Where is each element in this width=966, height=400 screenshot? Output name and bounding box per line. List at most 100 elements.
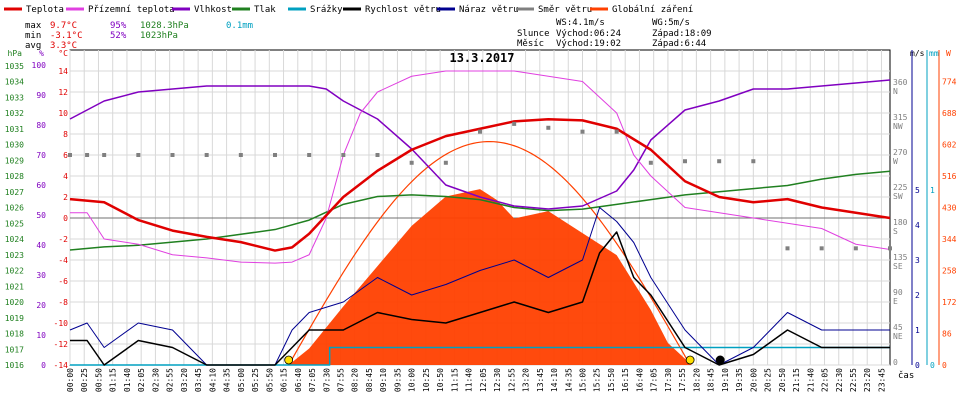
axis-pct-tick: 50	[36, 211, 46, 220]
axis-temp-tick: 8	[63, 130, 68, 139]
axis-dir-tick: 0	[893, 358, 898, 367]
x-tick-label: 20:00	[749, 368, 758, 392]
axis-dir-tick: 90	[893, 288, 903, 297]
axis-pct-tick: 20	[36, 301, 46, 310]
axis-ms-tick: 1	[915, 326, 920, 335]
wind-direction-point	[785, 246, 790, 251]
wind-direction-point	[273, 153, 277, 157]
axis-hpa-tick: 1035	[5, 62, 24, 71]
x-tick-label: 00:25	[80, 368, 89, 392]
info-block: WS:4.1m/s WG:5m/s Slunce Východ:06:24 Zá…	[517, 18, 712, 49]
info-sun-rise: Východ:06:24	[556, 29, 621, 39]
x-tick-label: 10:50	[436, 368, 445, 392]
axis-temp-tick: -2	[58, 235, 68, 244]
axis-temp-tick: -4	[58, 256, 68, 265]
axis-temp-tick: 4	[63, 172, 68, 181]
stats-block: max 9.7°C 95% 1028.3hPa 0.1mm min -3.1°C…	[25, 21, 253, 51]
legend: Teplota Přízemní teplota Vlhkost Tlak Srážky…	[4, 5, 693, 15]
stat-max-hum: 95%	[110, 21, 127, 31]
axis-hpa-title: hPa	[8, 49, 23, 58]
axis-temp-title: °C	[58, 49, 68, 58]
x-tick-label: 04:10	[208, 368, 217, 392]
clear-sky-curve	[288, 140, 689, 366]
axis-hpa-tick: 1030	[5, 141, 24, 150]
wind-direction-point	[375, 153, 380, 157]
x-tick-label: 08:20	[351, 368, 360, 392]
x-tick-label: 12:05	[479, 368, 488, 392]
wind-direction-point	[580, 129, 585, 134]
stat-max-press: 1028.3hPa	[140, 21, 189, 31]
wind-direction-point	[648, 160, 653, 165]
x-tick-label: 08:45	[365, 368, 374, 392]
legend-label: Rychlost větru	[365, 5, 441, 15]
stat-max-temp: 9.7°C	[50, 21, 77, 31]
axis-pct-tick: 60	[36, 181, 46, 190]
axis-wm2-tick: 516	[942, 172, 957, 181]
axis-wm2-tick: 172	[942, 298, 957, 307]
wind-direction-point	[204, 153, 209, 157]
humidity-line	[69, 79, 891, 210]
x-tick-label: 17:30	[664, 368, 673, 392]
x-tick-label: 15:25	[593, 368, 602, 392]
axis-temp-tick: -12	[54, 340, 69, 349]
wind-direction-point	[512, 121, 517, 126]
axis-dir-label: W	[893, 157, 898, 166]
axis-dir-label: NW	[893, 122, 903, 131]
x-tick-label: 12:55	[507, 368, 516, 392]
axis-hpa-tick: 1022	[5, 267, 24, 276]
axis-wm2-tick: 688	[942, 109, 957, 118]
axis-wm2-tick: 86	[942, 330, 952, 339]
axis-pct-tick: 70	[36, 151, 46, 160]
x-tick-label: 17:05	[650, 368, 659, 392]
axis-wm2-tick: 602	[942, 141, 957, 150]
x-tick-label: 20:25	[764, 368, 773, 392]
wind-direction-point	[888, 246, 892, 251]
axis-dir-tick: 315	[893, 113, 908, 122]
axes: hPa1016101710181019102010211022102310241…	[5, 49, 957, 392]
x-tick-label: 14:35	[564, 368, 573, 392]
wind-direction-point	[68, 153, 72, 157]
pressure-line	[69, 170, 891, 251]
stat-min-temp: -3.1°C	[50, 31, 83, 41]
x-tick-label: 09:35	[393, 368, 402, 392]
moonrise-marker	[715, 355, 725, 365]
stat-max-label: max	[25, 21, 42, 31]
precip-line	[70, 346, 890, 366]
axis-hpa-tick: 1018	[5, 330, 24, 339]
wind-direction-point	[546, 125, 551, 130]
wind-direction-point	[102, 153, 107, 157]
x-tick-label: 13:45	[536, 368, 545, 392]
axis-dir-label: N	[893, 87, 898, 96]
axis-temp-tick: 14	[58, 67, 68, 76]
x-tick-label: 05:50	[265, 368, 274, 392]
x-tick-label: 21:15	[792, 368, 801, 392]
stat-min-press: 1023hPa	[140, 31, 178, 41]
axis-ms-tick: 0	[915, 361, 920, 370]
wind-direction-point	[614, 129, 619, 134]
info-wg: WG:5m/s	[652, 18, 690, 28]
axis-hpa-tick: 1034	[5, 78, 24, 87]
x-tick-label: 01:15	[109, 368, 118, 392]
x-tick-label: 22:30	[835, 368, 844, 392]
axis-hpa-tick: 1031	[5, 125, 24, 134]
axis-ms-title: m/s	[910, 49, 925, 58]
legend-label: Přízemní teplota	[88, 5, 175, 15]
wind-direction-point	[307, 153, 312, 157]
x-tick-label: 20:50	[778, 368, 787, 392]
sunrise-marker	[284, 355, 294, 365]
axis-temp-tick: 10	[58, 109, 68, 118]
axis-pct-tick: 30	[36, 271, 46, 280]
axis-wm2-tick: 344	[942, 235, 957, 244]
x-tick-label: 12:30	[493, 368, 502, 392]
series-layer	[68, 70, 892, 366]
legend-label: Globální záření	[612, 5, 693, 15]
temperature-line	[69, 118, 891, 252]
axis-ms-tick: 5	[915, 186, 920, 195]
x-tick-label: 10:00	[408, 368, 417, 392]
axis-dir-label: SE	[893, 262, 903, 271]
axis-wm2-tick: 0	[942, 361, 947, 370]
wind-direction-point	[683, 159, 687, 164]
stat-min-hum: 52%	[110, 31, 127, 41]
x-tick-label: 17:55	[678, 368, 687, 392]
x-tick-label: 02:05	[137, 368, 146, 392]
